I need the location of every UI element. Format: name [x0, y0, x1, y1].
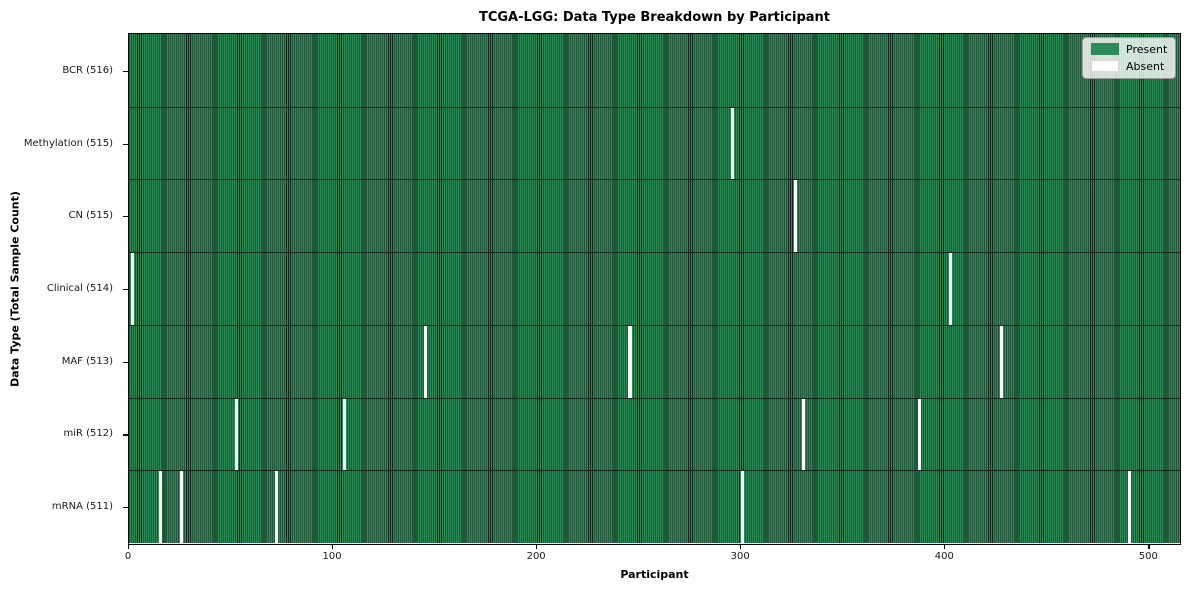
- legend-entry-absent: Absent: [1091, 60, 1167, 72]
- x-tick-label: 300: [730, 551, 750, 562]
- y-tick-label: Clinical (514): [46, 283, 113, 294]
- absent-cell: [999, 325, 1003, 398]
- absent-cell: [275, 471, 279, 544]
- absent-cell: [801, 398, 805, 471]
- x-tick-mark: [128, 545, 130, 549]
- x-tick-mark: [332, 545, 334, 549]
- absent-label: Absent: [1126, 59, 1165, 73]
- heatmap-row-clinical: [129, 252, 1180, 325]
- chart-title: TCGA-LGG: Data Type Breakdown by Partici…: [478, 10, 831, 25]
- absent-cell: [628, 325, 632, 398]
- heatmap-row-bcr: [129, 34, 1180, 107]
- absent-cell: [948, 253, 952, 325]
- y-tick-mark: [123, 434, 128, 436]
- x-tick-label: 0: [124, 551, 132, 562]
- absent-cell: [740, 471, 744, 544]
- absent-cell: [730, 107, 734, 180]
- x-tick-label: 200: [526, 551, 546, 562]
- absent-cell: [424, 325, 428, 398]
- x-tick-mark: [740, 545, 742, 549]
- y-tick-mark: [123, 143, 128, 145]
- heatmap-plot: [128, 33, 1181, 545]
- heatmap-row-mrna: [129, 470, 1180, 544]
- heatmap-row-mir: [129, 397, 1180, 471]
- x-tick-mark: [1148, 545, 1150, 549]
- y-tick-mark: [123, 216, 128, 218]
- x-tick-label: 500: [1138, 551, 1158, 562]
- absent-cell: [234, 398, 238, 471]
- x-axis-label: Participant: [620, 568, 689, 581]
- absent-cell: [793, 180, 797, 253]
- y-tick-mark: [123, 507, 128, 509]
- y-tick-mark: [123, 70, 128, 72]
- legend: Present Absent: [1082, 37, 1176, 79]
- y-tick-mark: [123, 361, 128, 363]
- absent-cell: [159, 471, 163, 544]
- legend-entry-present: Present: [1091, 43, 1167, 55]
- y-tick-mark: [123, 289, 128, 291]
- heatmap-row-methylation: [129, 106, 1180, 180]
- absent-cell: [342, 398, 346, 471]
- y-tick-label: Methylation (515): [23, 137, 113, 149]
- present-swatch: [1091, 43, 1119, 55]
- heatmap-row-maf: [129, 324, 1180, 398]
- x-tick-mark: [536, 545, 538, 549]
- heatmap-row-cn: [129, 179, 1180, 253]
- y-tick-label: mRNA (511): [51, 501, 113, 513]
- y-tick-label: miR (512): [63, 428, 113, 440]
- x-tick-mark: [944, 545, 946, 549]
- y-tick-label: MAF (513): [61, 355, 113, 367]
- y-tick-label: BCR (516): [62, 64, 113, 76]
- y-tick-label: CN (515): [68, 210, 113, 222]
- present-label: Present: [1126, 42, 1168, 56]
- absent-cell: [1128, 471, 1132, 544]
- absent-cell: [130, 253, 134, 325]
- x-tick-label: 100: [322, 551, 342, 562]
- absent-swatch: [1091, 60, 1119, 72]
- absent-cell: [918, 398, 922, 471]
- x-tick-label: 400: [934, 551, 954, 562]
- absent-cell: [179, 471, 183, 544]
